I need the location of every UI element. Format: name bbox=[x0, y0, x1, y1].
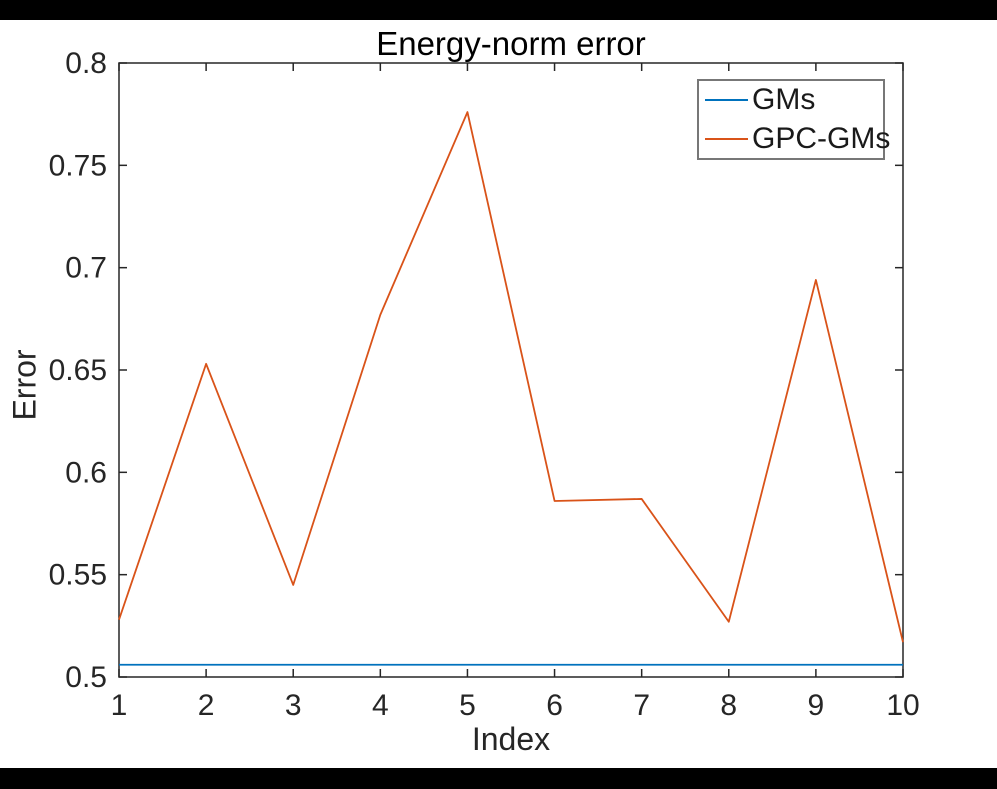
plot-area: 1 2 3 4 5 6 7 8 9 10 0.5 0.55 0.6 0.65 0.7 0.75 0.8 bbox=[49, 47, 920, 722]
x-tick-label: 5 bbox=[459, 689, 476, 722]
letterbox-top bbox=[0, 0, 997, 20]
series-line-gpc-gms bbox=[118, 111, 904, 643]
x-tick-label: 8 bbox=[720, 689, 737, 722]
chart-title: Energy-norm error bbox=[376, 25, 646, 62]
x-tick-label: 10 bbox=[886, 689, 919, 722]
legend: GMs GPC-GMs bbox=[697, 79, 890, 160]
x-tick-label: 1 bbox=[111, 689, 128, 722]
y-tick-label: 0.75 bbox=[49, 149, 107, 182]
x-tick-label: 6 bbox=[546, 689, 563, 722]
y-axis-label: Error bbox=[6, 349, 43, 421]
x-tick-label: 4 bbox=[372, 689, 389, 722]
y-tick-label: 0.6 bbox=[65, 456, 107, 489]
x-tick-label: 9 bbox=[808, 689, 825, 722]
gpc-gms-line-swatch bbox=[705, 137, 748, 140]
y-tick-label: 0.5 bbox=[65, 661, 107, 694]
legend-label-gpc-gms: GPC-GMs bbox=[752, 121, 891, 155]
y-tick-label: 0.8 bbox=[65, 47, 107, 80]
legend-entry-gpc-gms: GPC-GMs bbox=[699, 120, 890, 159]
y-tick-label: 0.55 bbox=[49, 559, 107, 592]
x-tick-label: 2 bbox=[198, 689, 215, 722]
x-tick-label: 7 bbox=[633, 689, 650, 722]
legend-label-gms: GMs bbox=[752, 83, 816, 117]
y-tick-label: 0.65 bbox=[49, 354, 107, 387]
y-tick-label: 0.7 bbox=[65, 252, 107, 285]
figure-canvas: 1 2 3 4 5 6 7 8 9 10 0.5 0.55 0.6 0.65 0.7 0.75 0.8 Ener… bbox=[0, 20, 997, 768]
gms-line-swatch bbox=[705, 99, 748, 102]
x-tick-label: 3 bbox=[285, 689, 302, 722]
legend-entry-gms: GMs bbox=[699, 81, 883, 120]
letterbox-bottom bbox=[0, 768, 997, 789]
x-axis-label: Index bbox=[471, 721, 551, 757]
